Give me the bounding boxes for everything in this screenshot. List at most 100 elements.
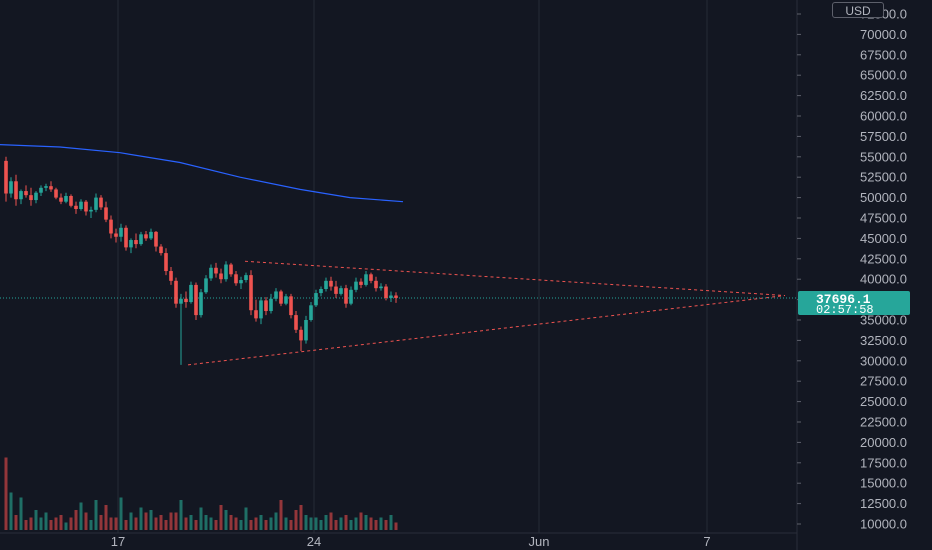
price-tick-label: 60000.0: [860, 109, 907, 124]
price-tick-label: 67500.0: [860, 47, 907, 62]
volume-bar: [124, 520, 128, 530]
candle-body: [114, 233, 118, 237]
candle-body: [39, 187, 43, 193]
volume-bar: [359, 512, 363, 530]
price-tick-label: 62500.0: [860, 88, 907, 103]
volume-bar: [199, 507, 203, 530]
candle-body: [89, 209, 93, 212]
volume-bar: [19, 497, 23, 530]
volume-bar: [269, 517, 273, 530]
volume-bar: [219, 505, 223, 530]
candle-body: [189, 284, 193, 303]
candle-body: [129, 240, 133, 248]
price-axis-background: [798, 0, 932, 550]
volume-bar: [259, 515, 263, 530]
candle-body: [229, 264, 233, 275]
candle-body: [214, 267, 218, 274]
price-tick-label: 10000.0: [860, 517, 907, 532]
volume-bar: [169, 512, 173, 530]
price-tick-label: 52500.0: [860, 170, 907, 185]
volume-bar: [244, 507, 248, 530]
candle-body: [374, 280, 378, 289]
candle-body: [69, 195, 73, 206]
volume-bar: [174, 512, 178, 530]
volume-bar: [184, 517, 188, 530]
candle-body: [394, 295, 398, 298]
candle-body: [344, 288, 348, 304]
volume-bar: [369, 517, 373, 530]
price-tick-label: 12500.0: [860, 496, 907, 511]
volume-bar: [229, 515, 233, 530]
volume-bar: [334, 520, 338, 530]
volume-bar: [34, 510, 38, 530]
volume-bar: [114, 517, 118, 530]
candle-body: [389, 295, 393, 298]
candle-body: [204, 278, 208, 293]
volume-bar: [264, 520, 268, 530]
candle-body: [19, 191, 23, 200]
volume-bar: [319, 520, 323, 530]
price-tick-label: 47500.0: [860, 211, 907, 226]
volume-bar: [344, 515, 348, 530]
candle-body: [294, 315, 298, 330]
volume-bar: [59, 515, 63, 530]
candle-body: [99, 197, 103, 208]
volume-bar: [234, 517, 238, 530]
candle-body: [379, 286, 383, 289]
candle-body: [194, 284, 198, 316]
candle-body: [254, 310, 258, 319]
volume-bar: [294, 510, 298, 530]
volume-bar: [384, 520, 388, 530]
volume-bar: [374, 520, 378, 530]
candle-body: [279, 291, 283, 304]
volume-bar: [159, 515, 163, 530]
volume-bar: [4, 457, 8, 530]
volume-bar: [289, 520, 293, 530]
volume-bar: [379, 517, 383, 530]
volume-bar: [239, 520, 243, 530]
candle-body: [184, 298, 188, 303]
time-tick-label: 17: [111, 534, 125, 549]
currency-label[interactable]: USD: [832, 2, 884, 18]
candle-body: [4, 160, 8, 194]
volume-bar: [224, 510, 228, 530]
candle-body: [179, 298, 183, 304]
candle-body: [304, 320, 308, 341]
candle-body: [209, 267, 213, 279]
volume-bar: [144, 512, 148, 530]
volume-bar: [389, 515, 393, 530]
candle-body: [224, 264, 228, 280]
volume-bar: [204, 515, 208, 530]
volume-bar: [14, 515, 18, 530]
volume-bar: [69, 517, 73, 530]
candle-body: [119, 227, 123, 237]
candle-body: [264, 300, 268, 312]
volume-bar: [94, 500, 98, 530]
candle-body: [9, 181, 13, 194]
candle-body: [339, 288, 343, 294]
candle-body: [259, 300, 263, 319]
candle-body: [49, 186, 53, 190]
volume-bar: [29, 517, 33, 530]
price-tick-label: 27500.0: [860, 374, 907, 389]
last-price-value: 37696.1: [816, 292, 871, 307]
volume-bar: [354, 517, 358, 530]
volume-bar: [349, 520, 353, 530]
volume-bar: [209, 517, 213, 530]
price-tick-label: 65000.0: [860, 68, 907, 83]
volume-bar: [44, 512, 48, 530]
candle-body: [94, 197, 98, 210]
candle-body: [324, 280, 328, 289]
volume-bar: [9, 492, 13, 530]
candle-body: [284, 296, 288, 304]
volume-bar: [79, 502, 83, 530]
volume-bar: [129, 512, 133, 530]
price-tick-label: 20000.0: [860, 435, 907, 450]
volume-bar: [314, 517, 318, 530]
candle-body: [329, 280, 333, 287]
volume-bar: [189, 515, 193, 530]
candle-body: [199, 292, 203, 316]
volume-bar: [154, 517, 158, 530]
volume-bar: [279, 500, 283, 530]
